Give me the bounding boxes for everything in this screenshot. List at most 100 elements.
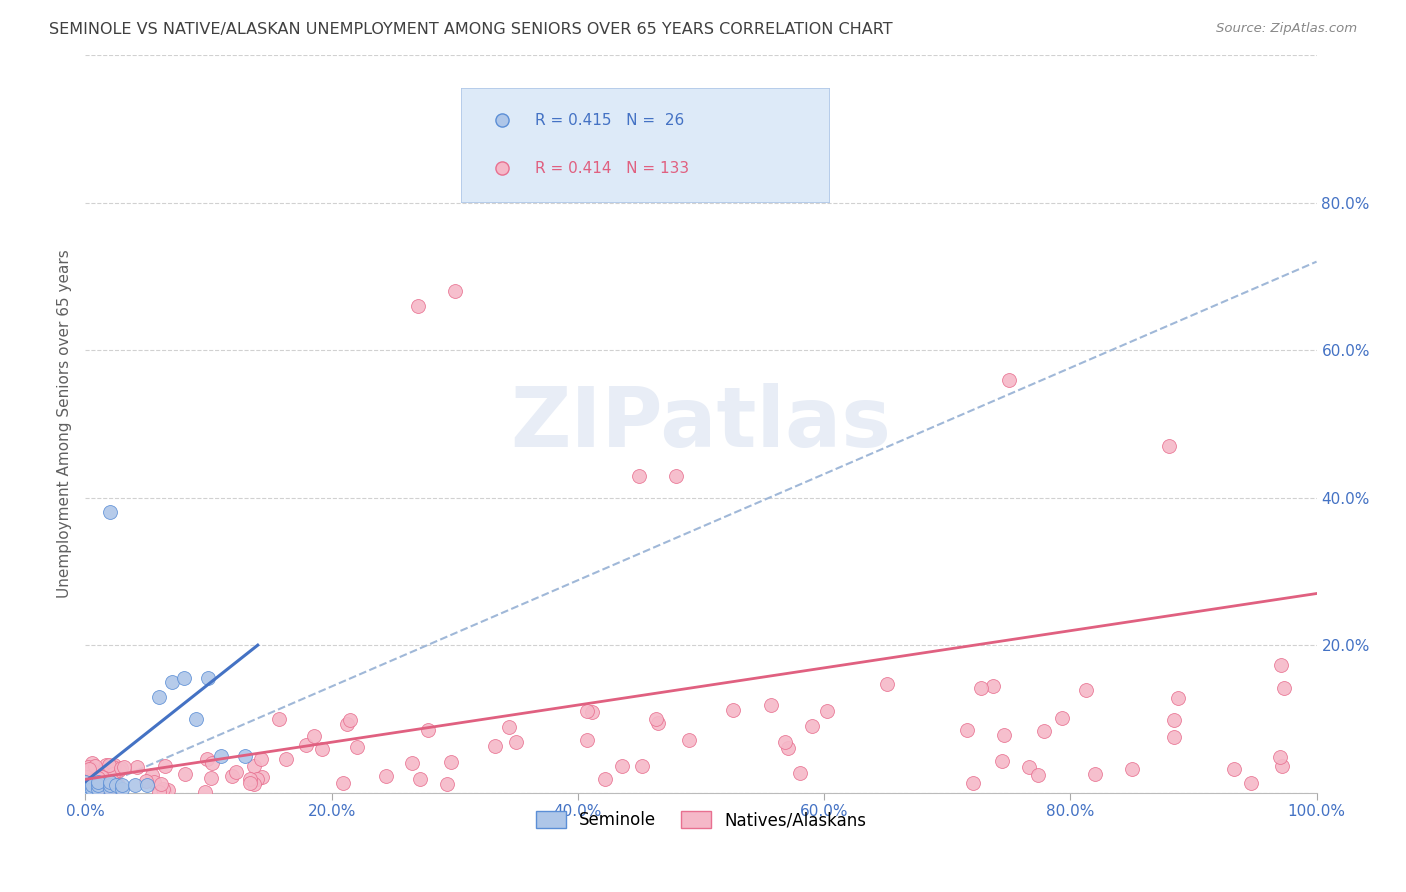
Point bbox=[267, 712, 290, 726]
Point bbox=[174, 767, 197, 781]
Point bbox=[80, 756, 103, 771]
Point bbox=[89, 785, 111, 799]
Point bbox=[86, 781, 108, 796]
Point bbox=[250, 752, 273, 766]
Point bbox=[127, 760, 149, 774]
Point bbox=[153, 759, 176, 773]
Point bbox=[86, 771, 108, 785]
Point bbox=[1270, 750, 1292, 764]
Point bbox=[678, 732, 700, 747]
Point bbox=[1018, 760, 1040, 774]
Point bbox=[505, 735, 527, 749]
Text: ZIPatlas: ZIPatlas bbox=[510, 384, 891, 465]
Point bbox=[75, 781, 97, 796]
Point bbox=[152, 782, 174, 797]
Point bbox=[153, 783, 176, 797]
Point bbox=[98, 778, 121, 792]
Point bbox=[876, 677, 898, 691]
Point bbox=[443, 284, 465, 298]
Point bbox=[98, 774, 121, 789]
Point bbox=[79, 781, 101, 796]
Point bbox=[105, 784, 128, 798]
Point bbox=[148, 785, 170, 799]
Point bbox=[111, 781, 134, 796]
Point bbox=[84, 772, 107, 787]
Point bbox=[124, 778, 146, 792]
Point bbox=[761, 698, 783, 712]
Point bbox=[647, 716, 669, 731]
Point bbox=[1121, 762, 1143, 776]
Point bbox=[186, 712, 208, 726]
Point bbox=[103, 776, 125, 790]
Point bbox=[75, 774, 97, 789]
Point bbox=[110, 761, 132, 775]
Point bbox=[991, 754, 1014, 768]
Point bbox=[221, 769, 243, 783]
Point bbox=[201, 756, 224, 771]
Point bbox=[84, 768, 107, 782]
Point bbox=[86, 778, 108, 792]
Point bbox=[773, 734, 796, 748]
Point bbox=[148, 690, 170, 704]
Point bbox=[406, 299, 429, 313]
Point bbox=[778, 741, 800, 756]
Point bbox=[135, 774, 157, 789]
Point bbox=[1223, 762, 1246, 776]
Point bbox=[94, 772, 117, 787]
Point bbox=[274, 752, 297, 766]
Point bbox=[815, 704, 838, 718]
Point bbox=[209, 748, 232, 763]
Point bbox=[789, 766, 811, 780]
Point bbox=[98, 781, 121, 796]
Point bbox=[1033, 724, 1056, 739]
Point bbox=[104, 777, 127, 791]
Point bbox=[332, 776, 354, 790]
Point bbox=[498, 720, 520, 734]
Point bbox=[98, 505, 121, 519]
Point bbox=[111, 778, 134, 792]
Point bbox=[576, 732, 599, 747]
Point bbox=[90, 781, 112, 796]
Point bbox=[1074, 683, 1097, 698]
Point bbox=[225, 764, 247, 779]
Point bbox=[194, 784, 217, 798]
Point bbox=[436, 777, 458, 791]
Point bbox=[1272, 681, 1295, 695]
Point bbox=[75, 781, 97, 796]
Point bbox=[103, 758, 125, 772]
Point bbox=[1271, 759, 1294, 773]
Point bbox=[239, 776, 262, 790]
Point bbox=[90, 771, 112, 785]
Point bbox=[439, 755, 461, 769]
Point bbox=[239, 772, 262, 786]
Point bbox=[1270, 658, 1292, 673]
Point bbox=[105, 778, 128, 792]
Point bbox=[409, 772, 432, 786]
Point bbox=[250, 770, 273, 784]
Point bbox=[141, 768, 163, 782]
Point bbox=[575, 704, 598, 718]
Point bbox=[311, 741, 333, 756]
Point bbox=[114, 760, 136, 774]
Point bbox=[235, 748, 257, 763]
Point bbox=[86, 774, 108, 789]
Y-axis label: Unemployment Among Seniors over 65 years: Unemployment Among Seniors over 65 years bbox=[58, 250, 72, 599]
Point bbox=[195, 751, 218, 765]
Point bbox=[76, 776, 98, 790]
Point bbox=[149, 776, 172, 790]
Point bbox=[101, 773, 124, 788]
Point bbox=[1163, 713, 1185, 727]
Point bbox=[157, 782, 180, 797]
Point bbox=[302, 729, 325, 743]
Point bbox=[96, 781, 118, 796]
Point bbox=[336, 717, 359, 731]
Point bbox=[101, 760, 124, 774]
Point bbox=[75, 778, 97, 792]
Point bbox=[1167, 690, 1189, 705]
Point bbox=[100, 776, 122, 790]
Point bbox=[160, 675, 183, 690]
Point bbox=[101, 764, 124, 779]
Point bbox=[1240, 776, 1263, 790]
Point bbox=[993, 728, 1015, 742]
Point bbox=[80, 781, 103, 796]
